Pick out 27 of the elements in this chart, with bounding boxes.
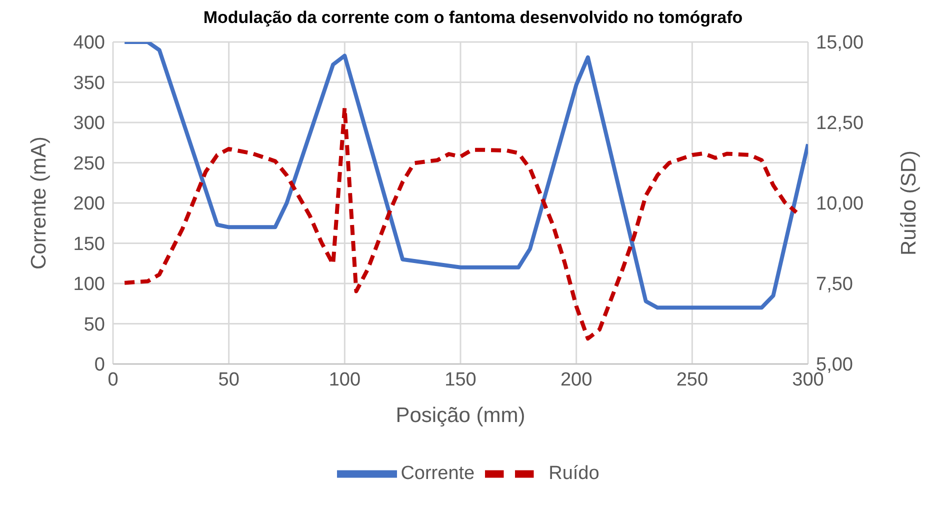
y-tick-label: 400 <box>73 32 105 54</box>
line-series <box>122 106 798 341</box>
line-series <box>122 42 808 310</box>
x-tick-label: 250 <box>676 369 708 390</box>
y-tick-label: 200 <box>73 194 105 215</box>
legend-label: Ruído <box>548 463 600 484</box>
y-tick-label: 250 <box>73 153 105 174</box>
y-tick-label: 100 <box>73 274 105 296</box>
x-axis-title: Posição (mm) <box>396 404 526 427</box>
y-tick-label: 150 <box>73 234 105 255</box>
x-tick-label: 200 <box>560 369 592 390</box>
x-tick-label: 150 <box>444 369 476 390</box>
y-tick-label: 50 <box>84 314 105 336</box>
y-tick-label: 0 <box>94 354 105 376</box>
y2-tick-label: 10,00 <box>816 194 864 215</box>
legend-label: Corrente <box>400 463 475 484</box>
y-tick-label: 350 <box>73 72 105 94</box>
x-tick-label: 0 <box>108 369 118 390</box>
y2-axis-title: Ruído (SD) <box>897 150 920 256</box>
y2-tick-label: 12,50 <box>816 113 864 134</box>
y-tick-label: 300 <box>73 113 105 134</box>
x-tick-label: 50 <box>218 369 240 390</box>
y2-tick-label: 15,00 <box>816 32 864 54</box>
x-tick-label: 100 <box>328 369 361 390</box>
chart-title: Modulação da corrente com o fantoma desenvolvido no tomógrafo <box>202 8 744 29</box>
y-axis-title: Corrente (mA) <box>27 136 50 270</box>
y2-tick-label: 7,50 <box>816 274 853 296</box>
